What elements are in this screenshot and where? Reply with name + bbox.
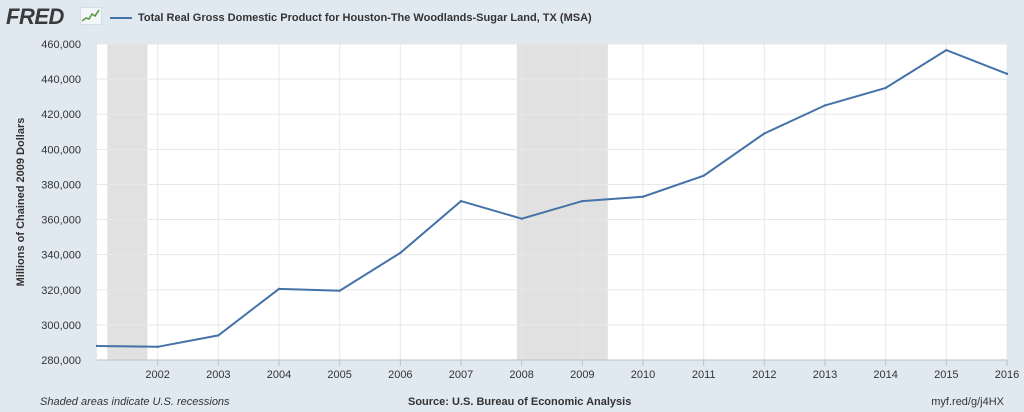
data-point — [95, 344, 99, 348]
x-tick-label: 2016 — [995, 369, 1019, 381]
x-tick-label: 2012 — [752, 369, 776, 381]
y-tick-label: 360,000 — [41, 215, 81, 227]
x-tick-label: 2005 — [327, 369, 351, 381]
data-point — [884, 86, 887, 90]
chart-header: FRED Total Real Gross Domestic Product f… — [0, 0, 1024, 34]
y-tick-label: 440,000 — [41, 74, 81, 86]
short-link[interactable]: myf.red/g/j4HX — [931, 396, 1004, 408]
data-points — [95, 48, 1009, 349]
x-tick-label: 2010 — [631, 369, 655, 381]
y-tick-label: 380,000 — [41, 179, 81, 191]
x-tick-label: 2011 — [692, 369, 716, 381]
x-tick-label: 2002 — [145, 369, 169, 381]
x-tick-label: 2003 — [206, 369, 230, 381]
x-axis-ticks: 2002 2003 2004 2005 2006 2007 2008 2009 2010 2011… — [145, 360, 1019, 381]
x-tick-label: 2007 — [449, 369, 473, 381]
data-point — [156, 345, 159, 349]
recession-band — [107, 44, 148, 360]
data-point — [520, 217, 523, 220]
x-tick-label: 2009 — [570, 369, 594, 381]
y-tick-label: 420,000 — [41, 109, 81, 121]
data-point — [1005, 72, 1009, 76]
x-tick-label: 2004 — [267, 369, 291, 381]
legend-swatch — [110, 17, 132, 19]
data-point — [459, 199, 463, 203]
x-tick-label: 2015 — [934, 369, 958, 381]
x-tick-label: 2014 — [873, 369, 897, 381]
legend[interactable]: Total Real Gross Domestic Product for Ho… — [110, 10, 592, 26]
data-point — [338, 289, 341, 292]
recession-bands — [107, 44, 608, 360]
x-tick-label: 2013 — [813, 369, 837, 381]
gridlines — [97, 43, 1008, 360]
recession-note: Shaded areas indicate U.S. recessions — [40, 396, 230, 408]
sparkline-icon — [80, 7, 102, 25]
recession-band — [516, 44, 608, 360]
y-axis-title: Millions of Chained 2009 Dollars — [15, 118, 27, 287]
y-tick-label: 400,000 — [41, 144, 81, 156]
line-chart: 280,000 300,000 320,000 340,000 360,000 380,0… — [15, 39, 1019, 381]
legend-label: Total Real Gross Domestic Product for Ho… — [138, 12, 592, 24]
y-tick-label: 300,000 — [41, 320, 81, 332]
x-tick-label: 2006 — [388, 369, 412, 381]
y-tick-label: 320,000 — [41, 285, 81, 297]
fred-logo[interactable]: FRED — [6, 4, 64, 29]
data-point — [702, 174, 705, 177]
y-tick-label: 460,000 — [41, 39, 81, 51]
y-tick-label: 340,000 — [41, 250, 81, 262]
data-point — [763, 132, 766, 135]
data-point — [217, 334, 220, 337]
x-tick-label: 2008 — [509, 369, 533, 381]
data-point — [823, 104, 827, 107]
data-point — [945, 48, 948, 52]
data-point — [641, 195, 645, 198]
y-axis-ticks: 280,000 300,000 320,000 340,000 360,000 380,0… — [41, 39, 81, 367]
y-tick-label: 280,000 — [41, 355, 81, 367]
series-line — [96, 48, 1008, 348]
source-note: Source: U.S. Bureau of Economic Analysis — [408, 396, 632, 408]
data-point — [581, 199, 584, 203]
data-point — [277, 287, 281, 291]
data-point — [399, 251, 402, 255]
